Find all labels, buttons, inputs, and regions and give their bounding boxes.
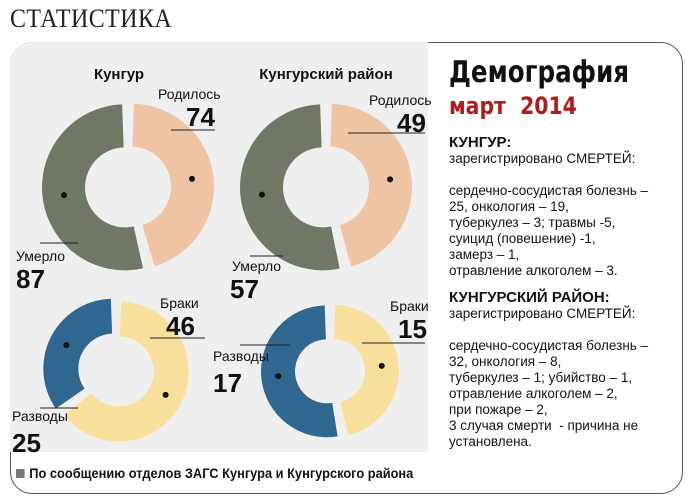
- leader-dot-divorces: [275, 373, 282, 380]
- label-died-district: Умерло: [232, 258, 282, 274]
- section-body-kungur: сердечно-сосудистая болезнь – 25, онколо…: [449, 183, 649, 278]
- source-footer: По сообщению отделов ЗАГС Кунгура и Кунг…: [16, 466, 413, 481]
- section-intro-kungur: зарегистрировано СМЕРТЕЙ:: [449, 151, 636, 166]
- leader-dot-births: [387, 176, 394, 183]
- info-subtitle: март 2014: [449, 92, 649, 120]
- donut-slice-marriages: [64, 301, 189, 442]
- value-divorces-kungur: 25: [12, 428, 41, 458]
- donut-slice-divorces: [261, 305, 338, 438]
- donut-slice-marriages: [334, 304, 399, 435]
- donut-kungur-marriages-divorces: [43, 298, 189, 442]
- label-marriages-kungur: Браки: [160, 295, 199, 311]
- label-born-kungur: Родилось: [158, 86, 221, 102]
- label-marriages-district: Браки: [390, 298, 429, 314]
- label-divorces-kungur: Разводы: [12, 408, 68, 424]
- value-marriages-kungur: 46: [166, 311, 195, 341]
- value-born-district: 49: [397, 108, 426, 138]
- leader-dot-marriages: [378, 362, 385, 369]
- leader-dot-deaths: [61, 192, 68, 199]
- value-died-kungur: 87: [16, 264, 45, 294]
- donut-slice-deaths: [240, 104, 340, 271]
- footer-square-icon: [16, 469, 25, 478]
- donut-slice-births: [132, 103, 214, 267]
- footer-text: По сообщению отделов ЗАГС Кунгура и Кунг…: [29, 466, 414, 481]
- donut-slice-deaths: [42, 104, 144, 271]
- info-panel: Демография март 2014 КУНГУР: зарегистрир…: [449, 58, 684, 450]
- chart-title-district: Кунгурский район: [259, 66, 393, 83]
- donut-district-births-deaths: [240, 103, 412, 271]
- section-body-district: сердечно-сосудистая болезнь – 32, онколо…: [449, 338, 649, 449]
- value-marriages-district: 15: [398, 314, 427, 344]
- label-born-district: Родилось: [369, 92, 432, 108]
- info-subtitle-month: март: [449, 92, 506, 120]
- section-heading-district: КУНГУРСКИЙ РАЙОН:: [449, 289, 610, 306]
- section-heading-kungur: КУНГУР:: [449, 134, 512, 151]
- info-subtitle-year: 2014: [520, 92, 577, 120]
- leader-dot-births: [188, 175, 195, 182]
- leader-dot-deaths: [258, 191, 265, 198]
- label-died-kungur: Умерло: [16, 248, 66, 264]
- value-born-kungur: 74: [186, 102, 215, 132]
- section-intro-district: зарегистрировано СМЕРТЕЙ:: [449, 306, 636, 321]
- leader-dot-divorces: [63, 342, 70, 349]
- info-title: Демография: [449, 55, 630, 90]
- value-died-district: 57: [230, 274, 259, 304]
- page-title: СТАТИСТИКА: [10, 4, 173, 33]
- donut-kungur-births-deaths: [42, 103, 214, 271]
- donut-slice-divorces: [43, 298, 113, 409]
- value-divorces-district: 17: [213, 368, 242, 398]
- donut-slice-births: [330, 103, 412, 267]
- leader-dot-marriages: [162, 391, 169, 398]
- label-divorces-district: Разводы: [213, 348, 269, 364]
- donut-district-marriages-divorces: [261, 304, 399, 438]
- chart-title-kungur: Кунгур: [93, 66, 145, 83]
